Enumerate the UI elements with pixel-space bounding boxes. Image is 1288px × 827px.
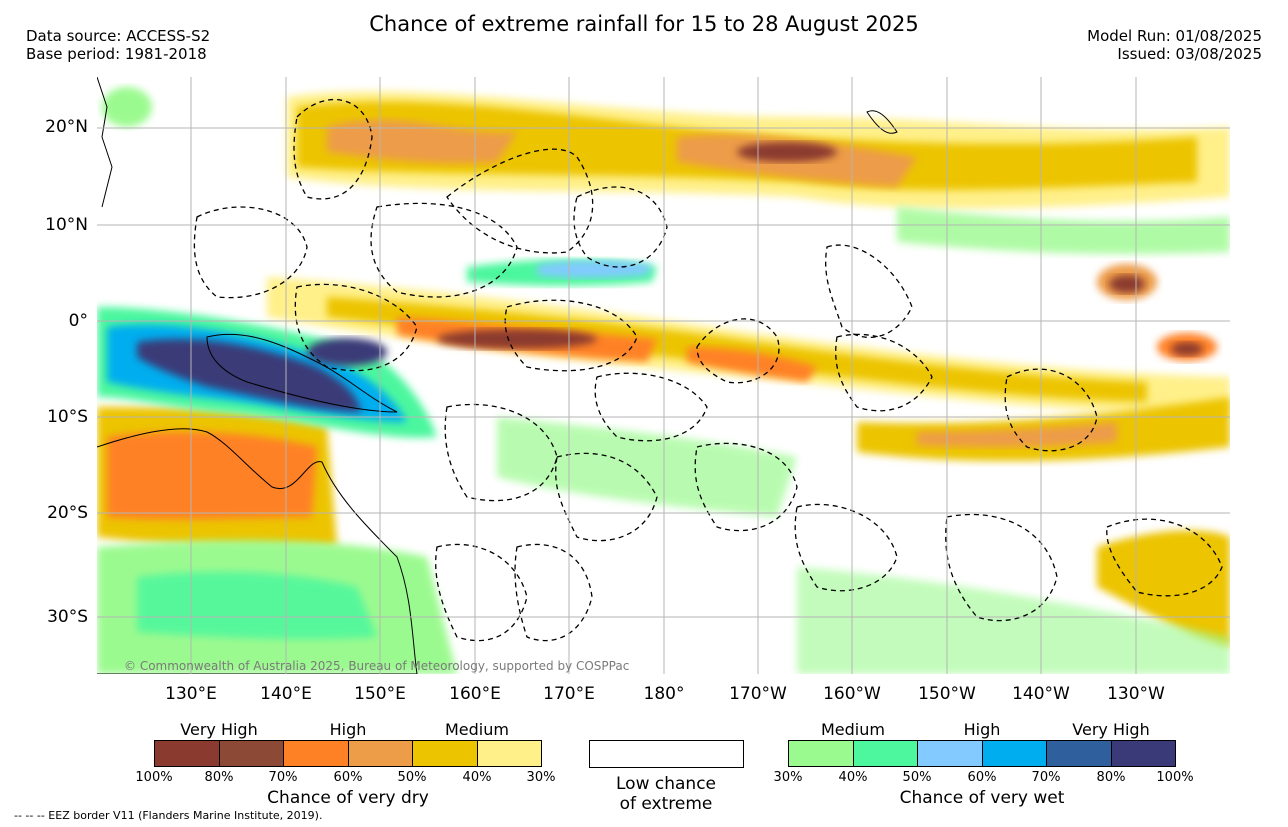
wet-swatch bbox=[981, 740, 1047, 767]
lat-label-20s: 20°S bbox=[47, 503, 88, 523]
issued-date: Issued: 03/08/2025 bbox=[1117, 45, 1262, 63]
lon-label-170e: 170°E bbox=[543, 684, 595, 704]
lat-label-10n: 10°N bbox=[45, 215, 88, 235]
dry-pct-label: 30% bbox=[526, 770, 556, 785]
dry-level-medium: Medium bbox=[445, 720, 509, 739]
source-info: Data source: ACCESS-S2 Base period: 1981… bbox=[26, 27, 210, 63]
gridlines bbox=[97, 77, 1230, 674]
wet-pct-label: 50% bbox=[902, 770, 932, 785]
eez-borders bbox=[193, 98, 1223, 642]
lon-label-150w: 150°W bbox=[918, 684, 976, 704]
lat-label-equator: 0° bbox=[68, 311, 88, 331]
wet-pct-label: 40% bbox=[838, 770, 868, 785]
wet-pct-label: 60% bbox=[967, 770, 997, 785]
dry-swatch bbox=[412, 740, 478, 767]
wet-swatch bbox=[917, 740, 983, 767]
copyright-notice: © Commonwealth of Australia 2025, Bureau… bbox=[124, 659, 630, 673]
wet-pct-label: 80% bbox=[1096, 770, 1126, 785]
low-chance-swatch bbox=[589, 740, 744, 768]
dry-swatch bbox=[283, 740, 349, 767]
lat-label-30s: 30°S bbox=[47, 607, 88, 627]
lon-label-140e: 140°E bbox=[260, 684, 312, 704]
low-chance-label: Low chance of extreme bbox=[566, 774, 766, 814]
eez-footnote: -- -- -- EEZ border V11 (Flanders Marine… bbox=[14, 809, 323, 822]
wet-swatch bbox=[788, 740, 854, 767]
lon-label-180: 180° bbox=[643, 684, 685, 704]
model-run: Model Run: 01/08/2025 bbox=[1087, 27, 1262, 45]
dry-pct-label: 40% bbox=[462, 770, 492, 785]
lat-label-20n: 20°N bbox=[45, 117, 88, 137]
dry-swatch bbox=[218, 740, 284, 767]
dry-level-very-high: Very High bbox=[180, 720, 258, 739]
dry-legend-title: Chance of very dry bbox=[267, 788, 429, 808]
data-source: Data source: ACCESS-S2 bbox=[26, 27, 211, 45]
wet-swatch bbox=[852, 740, 918, 767]
map-title: Chance of extreme rainfall for 15 to 28 … bbox=[369, 12, 919, 36]
wet-pct-label: 70% bbox=[1031, 770, 1061, 785]
lon-label-130w: 130°W bbox=[1107, 684, 1165, 704]
lon-label-130e: 130°E bbox=[165, 684, 217, 704]
lat-label-10s: 10°S bbox=[47, 407, 88, 427]
low-chance-line2: of extreme bbox=[619, 794, 713, 814]
wet-pct-label: 100% bbox=[1156, 770, 1194, 785]
rainfall-map bbox=[97, 77, 1230, 674]
dry-swatch bbox=[476, 740, 542, 767]
lon-label-140w: 140°W bbox=[1012, 684, 1070, 704]
lon-label-160w: 160°W bbox=[823, 684, 881, 704]
wet-pct-label: 30% bbox=[773, 770, 803, 785]
dry-pct-label: 50% bbox=[397, 770, 427, 785]
wet-level-very-high: Very High bbox=[1072, 720, 1150, 739]
wet-swatch bbox=[1110, 740, 1176, 767]
dry-swatch bbox=[154, 740, 220, 767]
dry-pct-label: 100% bbox=[135, 770, 173, 785]
wet-swatch bbox=[1046, 740, 1112, 767]
dry-pct-label: 80% bbox=[204, 770, 234, 785]
run-info: Model Run: 01/08/2025 Issued: 03/08/2025 bbox=[1087, 27, 1262, 63]
dry-swatch bbox=[347, 740, 413, 767]
low-chance-line1: Low chance bbox=[616, 774, 716, 794]
dry-pct-label: 70% bbox=[268, 770, 298, 785]
base-period: Base period: 1981-2018 bbox=[26, 45, 207, 63]
wet-legend-title: Chance of very wet bbox=[899, 788, 1065, 808]
wet-level-medium: Medium bbox=[821, 720, 885, 739]
lon-label-170w: 170°W bbox=[729, 684, 787, 704]
lon-label-160e: 160°E bbox=[449, 684, 501, 704]
dry-level-high: High bbox=[329, 720, 367, 739]
wet-signal-areas bbox=[97, 87, 1230, 674]
wet-level-high: High bbox=[963, 720, 1001, 739]
lon-label-150e: 150°E bbox=[354, 684, 406, 704]
dry-pct-label: 60% bbox=[333, 770, 363, 785]
